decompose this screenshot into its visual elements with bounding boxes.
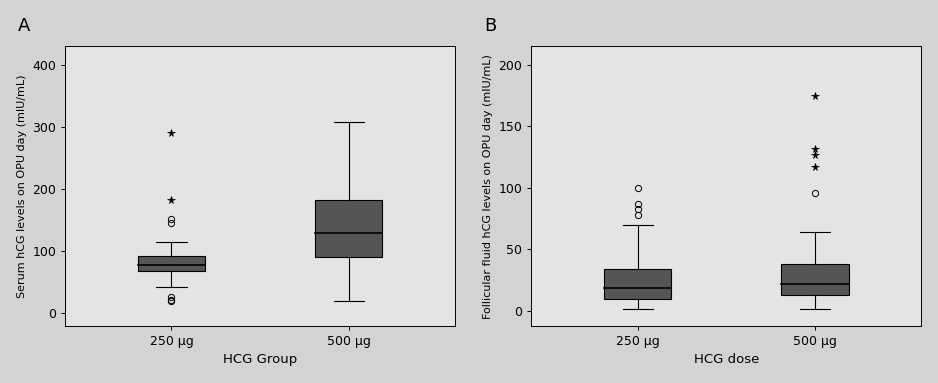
X-axis label: HCG dose: HCG dose [694, 354, 759, 366]
Bar [315, 200, 383, 257]
X-axis label: HCG Group: HCG Group [223, 354, 297, 366]
Bar [138, 255, 205, 271]
Y-axis label: Follicular fluid hCG levels on OPU day (mIU/mL): Follicular fluid hCG levels on OPU day (… [483, 54, 492, 319]
Bar [604, 269, 672, 299]
Text: A: A [19, 17, 31, 35]
Y-axis label: Serum hCG levels on OPU day (mIU/mL): Serum hCG levels on OPU day (mIU/mL) [17, 74, 26, 298]
Bar [781, 264, 849, 295]
Text: B: B [485, 17, 497, 35]
